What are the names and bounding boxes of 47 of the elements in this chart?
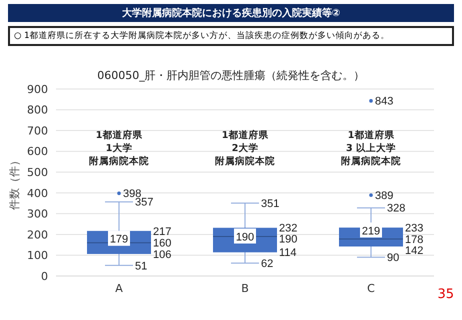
annotation: 3 以上大学 (345, 142, 397, 155)
annotation: 351 (261, 198, 280, 210)
annotation: 附属病院本院 (214, 155, 276, 168)
annotation: 232 (279, 222, 298, 235)
annotation: 843 (375, 96, 394, 108)
annotation: 357 (135, 196, 154, 209)
y-tick-label: 400 (27, 186, 48, 200)
y-tick-label: 500 (27, 166, 48, 180)
text: 35 (437, 287, 454, 302)
x-tick-label: C (367, 282, 376, 295)
annotation: 1大学 (104, 142, 134, 155)
annotation: 1都道府県 (220, 129, 270, 142)
y-tick-label: 300 (27, 208, 48, 221)
x-tick-label: B (241, 282, 249, 295)
annotation: 179 (110, 234, 128, 246)
annotation: 178 (405, 234, 424, 246)
annotation: 114 (279, 247, 297, 260)
annotation: 219 (362, 225, 380, 238)
annotation: 51 (135, 260, 148, 272)
y-axis-title: 件数（件） (8, 155, 21, 210)
annotation: 106 (153, 248, 172, 261)
y-tick-label: 100 (27, 249, 48, 262)
annotation: 附属病院本院 (88, 155, 150, 168)
annotation: 142 (405, 244, 424, 257)
text: ○ 1都道府県に所在する大学附属病院本院が多い方が、当該疾患の症例数が多い傾向がある。 (8, 26, 454, 46)
annotation: 217 (153, 226, 172, 238)
annotation: 62 (261, 258, 274, 270)
y-tick-label: 900 (27, 82, 48, 96)
y-tick-label: 600 (27, 145, 48, 158)
annotation: 328 (387, 202, 406, 215)
x-tick-label: A (115, 282, 124, 295)
annotation: 190 (279, 234, 298, 246)
chart-subtitle: 060050_肝・肝内胆管の悪性腫瘍（続発性を含む。） (96, 68, 366, 83)
y-tick-label: 200 (27, 228, 48, 242)
annotation: 附属病院本院 (340, 155, 402, 168)
annotation: 1都道府県 (94, 129, 144, 142)
y-tick-label: 800 (27, 104, 48, 117)
y-tick-label: 0 (41, 270, 48, 283)
chart-title: 大学附属病院本院における疾患別の入院実績等② (8, 4, 454, 22)
annotation: 160 (153, 238, 172, 250)
annotation: 1都道府県 (346, 129, 396, 142)
annotation: 233 (405, 222, 424, 234)
annotation: 190 (236, 231, 254, 244)
y-tick-label: 700 (27, 124, 48, 138)
annotation: 2大学 (230, 142, 260, 155)
annotation: 90 (387, 252, 400, 264)
annotation: 389 (375, 190, 394, 202)
